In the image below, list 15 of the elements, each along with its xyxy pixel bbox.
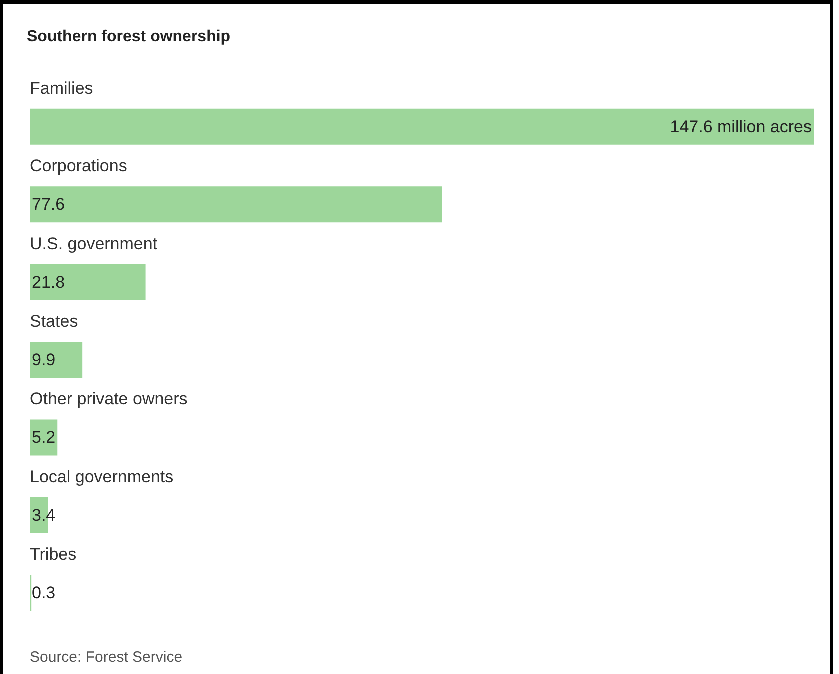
y-tick-label: Tribes [30, 545, 77, 564]
chart-title: Southern forest ownership [27, 28, 231, 46]
y-tick-label: Local governments [30, 467, 174, 486]
y-tick-label: Other private owners [30, 390, 188, 409]
data-label: 77.6 [32, 195, 66, 214]
data-label: 0.3 [32, 584, 56, 603]
y-tick-label: Families [30, 78, 94, 98]
data-label: 147.6 million acres [670, 117, 812, 136]
source-note: Source: Forest Service [30, 649, 183, 666]
y-tick-label: Corporations [30, 156, 128, 176]
y-tick-label: U.S. government [30, 234, 158, 254]
data-label: 5.2 [32, 428, 56, 448]
y-tick-label: States [30, 312, 78, 331]
data-label: 21.8 [32, 272, 66, 292]
data-label: 9.9 [32, 350, 56, 370]
